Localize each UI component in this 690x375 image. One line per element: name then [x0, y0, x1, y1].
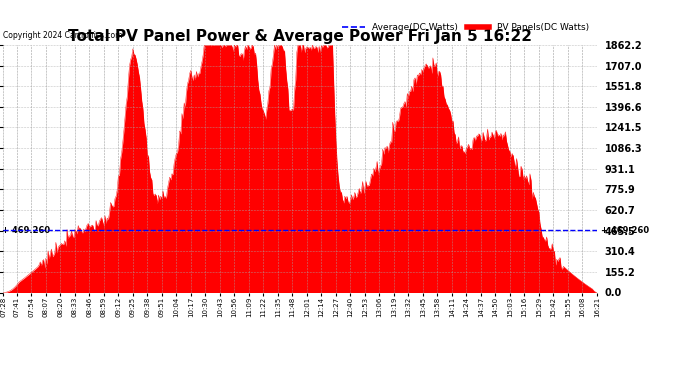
Text: + 469.260: + 469.260	[2, 226, 50, 235]
Text: Copyright 2024 Cartronics.com: Copyright 2024 Cartronics.com	[3, 31, 123, 40]
Title: Total PV Panel Power & Average Power Fri Jan 5 16:22: Total PV Panel Power & Average Power Fri…	[68, 29, 532, 44]
Text: + 469.260: + 469.260	[601, 226, 649, 235]
Legend: Average(DC Watts), PV Panels(DC Watts): Average(DC Watts), PV Panels(DC Watts)	[339, 20, 592, 36]
